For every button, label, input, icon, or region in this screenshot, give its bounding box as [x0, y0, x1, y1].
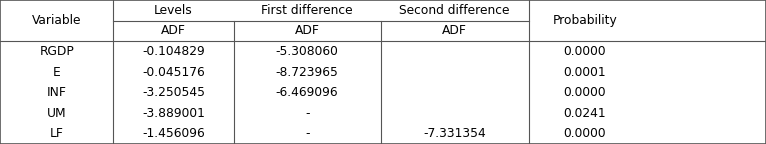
- Text: Probability: Probability: [552, 14, 617, 27]
- Text: -: -: [305, 107, 309, 120]
- Text: INF: INF: [47, 86, 67, 99]
- Text: -3.250545: -3.250545: [142, 86, 205, 99]
- Text: -0.045176: -0.045176: [142, 66, 205, 78]
- Text: ADF: ADF: [295, 24, 319, 37]
- Text: Variable: Variable: [32, 14, 81, 27]
- Text: ADF: ADF: [161, 24, 186, 37]
- Text: -6.469096: -6.469096: [276, 86, 339, 99]
- Text: RGDP: RGDP: [39, 45, 74, 58]
- Text: UM: UM: [47, 107, 67, 120]
- Text: 0.0000: 0.0000: [564, 45, 606, 58]
- Text: ADF: ADF: [442, 24, 467, 37]
- Text: 0.0241: 0.0241: [564, 107, 606, 120]
- Text: LF: LF: [50, 127, 64, 140]
- Text: -: -: [305, 127, 309, 140]
- Text: First difference: First difference: [261, 4, 353, 17]
- Text: -1.456096: -1.456096: [142, 127, 205, 140]
- Text: -8.723965: -8.723965: [276, 66, 339, 78]
- Text: Levels: Levels: [154, 4, 193, 17]
- Text: -0.104829: -0.104829: [142, 45, 205, 58]
- Text: 0.0001: 0.0001: [564, 66, 606, 78]
- Text: E: E: [53, 66, 61, 78]
- Text: Second difference: Second difference: [399, 4, 510, 17]
- Text: -5.308060: -5.308060: [276, 45, 339, 58]
- Text: 0.0000: 0.0000: [564, 127, 606, 140]
- Text: 0.0000: 0.0000: [564, 86, 606, 99]
- Text: -7.331354: -7.331354: [424, 127, 486, 140]
- Text: -3.889001: -3.889001: [142, 107, 205, 120]
